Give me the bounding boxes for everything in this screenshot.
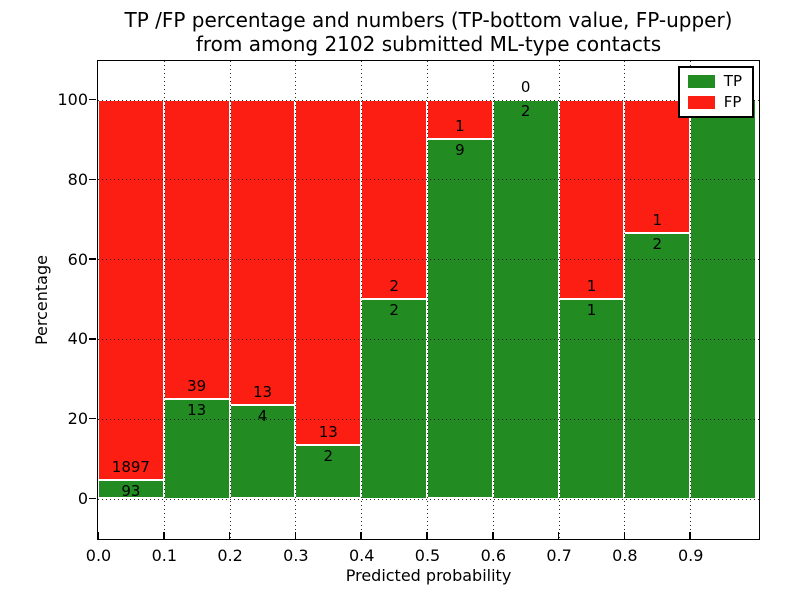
fp-count-label: 39 <box>187 376 207 395</box>
x-tick-label: 0.6 <box>480 546 507 565</box>
x-tick-label: 0.9 <box>677 546 704 565</box>
y-gridline <box>98 418 759 420</box>
x-tick-mark <box>557 532 560 539</box>
tp-legend-swatch <box>687 75 715 88</box>
fp-bar-segment <box>98 99 164 480</box>
fp-count-label: 1 <box>455 117 465 136</box>
fp-count-label: 1 <box>652 210 663 229</box>
fp-count-label: 2 <box>389 277 399 295</box>
x-tick-label: 0.1 <box>151 546 178 565</box>
tick-marks-layer <box>89 61 759 539</box>
tp-count-label: 4 <box>257 406 268 425</box>
fp-count-label: 1 <box>586 277 597 295</box>
x-tick-label: 0.7 <box>546 546 572 565</box>
y-tick-mark <box>89 497 96 500</box>
x-tick-label: 0.5 <box>414 546 441 565</box>
fp-legend-label: FP <box>723 93 742 111</box>
chart-title-line1: TP /FP percentage and numbers (TP-bottom… <box>124 8 733 32</box>
tp-bar-segment <box>427 139 493 499</box>
tp-count-label: 2 <box>520 101 531 120</box>
x-tick-label: 0.3 <box>283 546 309 565</box>
tp-bar-segment <box>624 232 691 499</box>
y-tick-label: 20 <box>67 409 88 429</box>
x-tick-label: 0.2 <box>217 546 243 565</box>
x-gridline <box>361 61 363 539</box>
tp-legend-label: TP <box>723 72 742 90</box>
y-axis-label: Percentage <box>31 254 51 345</box>
x-gridline <box>295 61 297 539</box>
chart-title: TP /FP percentage and numbers (TP-bottom… <box>97 8 760 57</box>
y-axis-label-wrap: Percentage <box>28 60 54 540</box>
x-tick-mark <box>97 532 99 539</box>
x-gridline <box>492 61 494 539</box>
tp-count-label: 2 <box>389 301 399 319</box>
fp-bar-segment <box>558 99 625 299</box>
fp-count-label: 13 <box>318 423 338 442</box>
tp-count-label: 2 <box>652 234 663 253</box>
y-tick-mark <box>89 417 96 420</box>
tp-bar-segment <box>163 398 230 499</box>
tp-bar-segment <box>492 99 559 499</box>
x-tick-mark <box>623 532 626 539</box>
tp-bar-segment <box>690 99 756 499</box>
x-tick-mark <box>689 532 691 539</box>
x-axis-label: Predicted probability <box>345 566 512 585</box>
tp-count-label: 93 <box>121 481 141 500</box>
x-tick-mark <box>294 532 297 539</box>
x-gridline <box>229 61 231 539</box>
y-tick-mark <box>89 178 96 181</box>
tp-bar-segment <box>98 479 164 499</box>
y-tick-label: 60 <box>67 249 88 269</box>
y-gridline <box>98 338 759 340</box>
fp-legend-swatch <box>687 96 715 109</box>
bars-layer <box>98 61 759 539</box>
tp-count-label: 1 <box>586 301 597 319</box>
x-gridline <box>163 61 165 539</box>
y-tick-label: 40 <box>67 329 88 349</box>
y-gridline <box>98 179 759 181</box>
chart-title-line2: from among 2102 submitted ML-type contac… <box>195 32 662 57</box>
x-gridline <box>427 61 428 539</box>
legend: TP FP <box>677 66 754 118</box>
y-gridline <box>98 259 759 261</box>
x-gridline <box>558 61 560 539</box>
x-tick-label: 0.4 <box>348 546 375 565</box>
x-tick-label: 0.0 <box>85 546 112 565</box>
fp-count-label: 13 <box>252 382 273 401</box>
grid-layer <box>98 61 759 539</box>
x-gridline <box>690 61 692 539</box>
tp-count-label: 13 <box>187 400 207 419</box>
legend-item-fp: FP <box>687 93 742 111</box>
fp-bar-segment <box>295 99 362 446</box>
y-tick-mark <box>89 258 96 260</box>
y-tick-mark <box>89 338 96 340</box>
y-tick-label: 80 <box>67 169 88 189</box>
fp-bar-segment <box>163 99 230 399</box>
x-tick-mark <box>360 532 362 539</box>
x-gridline <box>624 61 626 539</box>
tp-count-label: 2 <box>323 447 334 466</box>
x-tick-mark <box>492 532 494 539</box>
tp-count-label: 9 <box>455 141 465 160</box>
fp-count-label: 0 <box>520 77 531 96</box>
x-tick-mark <box>426 532 428 539</box>
y-gridline <box>98 498 759 500</box>
y-tick-label: 100 <box>57 90 88 109</box>
x-tick-label: 0.8 <box>612 546 638 565</box>
y-gridline <box>98 99 759 101</box>
plot-area: 1897933913134132221902111207 TP FP <box>89 60 760 540</box>
x-tick-mark <box>228 532 231 539</box>
fp-count-label: 1897 <box>111 457 150 476</box>
y-tick-mark <box>89 98 96 101</box>
y-tick-label: 0 <box>77 489 88 508</box>
x-tick-mark <box>163 532 165 539</box>
legend-item-tp: TP <box>687 72 742 90</box>
